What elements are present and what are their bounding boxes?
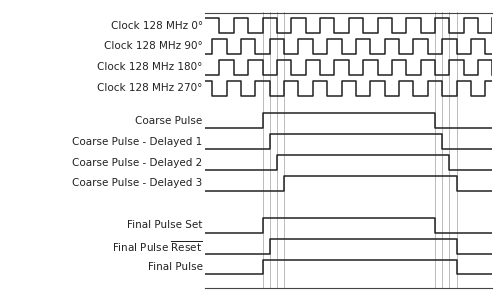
Text: Clock 128 MHz 90°: Clock 128 MHz 90°: [104, 41, 202, 52]
Text: Clock 128 MHz 270°: Clock 128 MHz 270°: [98, 83, 202, 93]
Text: Clock 128 MHz 0°: Clock 128 MHz 0°: [110, 21, 202, 30]
Text: Coarse Pulse - Delayed 1: Coarse Pulse - Delayed 1: [72, 136, 202, 147]
Text: Final Pulse Set: Final Pulse Set: [128, 220, 202, 230]
Text: Coarse Pulse - Delayed 3: Coarse Pulse - Delayed 3: [72, 179, 202, 188]
Text: Coarse Pulse - Delayed 2: Coarse Pulse - Delayed 2: [72, 158, 202, 167]
Text: Final Pulse: Final Pulse: [148, 262, 203, 272]
Text: Clock 128 MHz 180°: Clock 128 MHz 180°: [98, 62, 202, 72]
Text: Final Pulse $\overline{\mathsf{Reset}}$: Final Pulse $\overline{\mathsf{Reset}}$: [112, 239, 202, 254]
Text: Coarse Pulse: Coarse Pulse: [136, 116, 202, 126]
